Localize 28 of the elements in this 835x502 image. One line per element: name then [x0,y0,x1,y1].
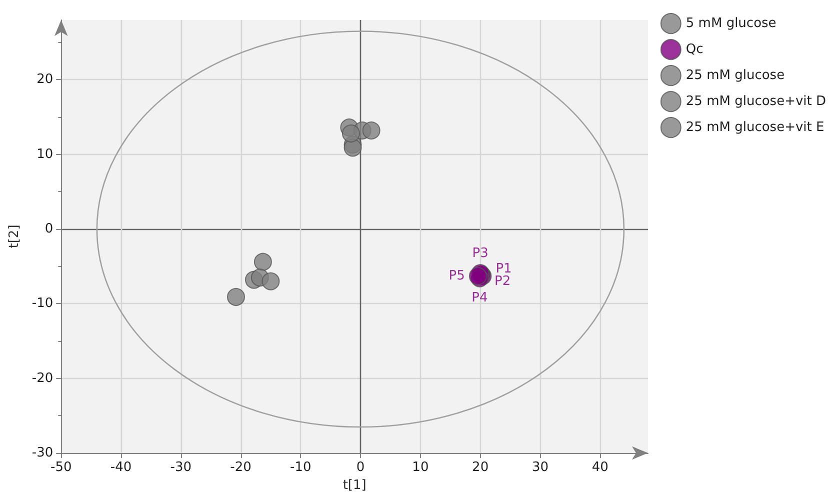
y-tick-label: 20 [36,72,54,88]
x-tick-label: -50 [50,460,72,475]
y-tick-label: 10 [36,146,54,162]
x-tick-label: 30 [532,460,548,475]
data-label: P3 [472,246,488,262]
y-tick-label: 0 [44,222,54,237]
y-tick-label: -10 [32,296,54,312]
legend-label: 25 mM glucose+vit D [686,94,826,109]
y-tick-label: -30 [32,446,54,460]
data-label: P5 [448,268,465,284]
x-tick-label: -40 [110,460,132,475]
legend-label: 25 mM glucose+vit E [686,120,824,135]
legend-label: 5 mM glucose [686,16,776,31]
x-tick-label: 0 [356,460,365,475]
x-tick-label: 20 [472,460,489,475]
x-tick-label: 10 [412,460,429,475]
x-tick-label: -20 [230,460,252,475]
y-axis-title: t[2] [7,224,22,248]
data-label: P2 [494,274,511,290]
data-label: P4 [472,290,488,306]
y-tick-label: -20 [32,370,54,386]
x-tick-label: -30 [170,460,192,475]
data-label: P1 [496,262,512,277]
legend-label: 25 mM glucose [686,68,785,83]
x-tick-label: 40 [592,460,608,475]
x-tick-label: -10 [290,460,312,475]
legend-label: Qc [686,42,704,57]
x-axis-title: t[1] [342,478,366,493]
